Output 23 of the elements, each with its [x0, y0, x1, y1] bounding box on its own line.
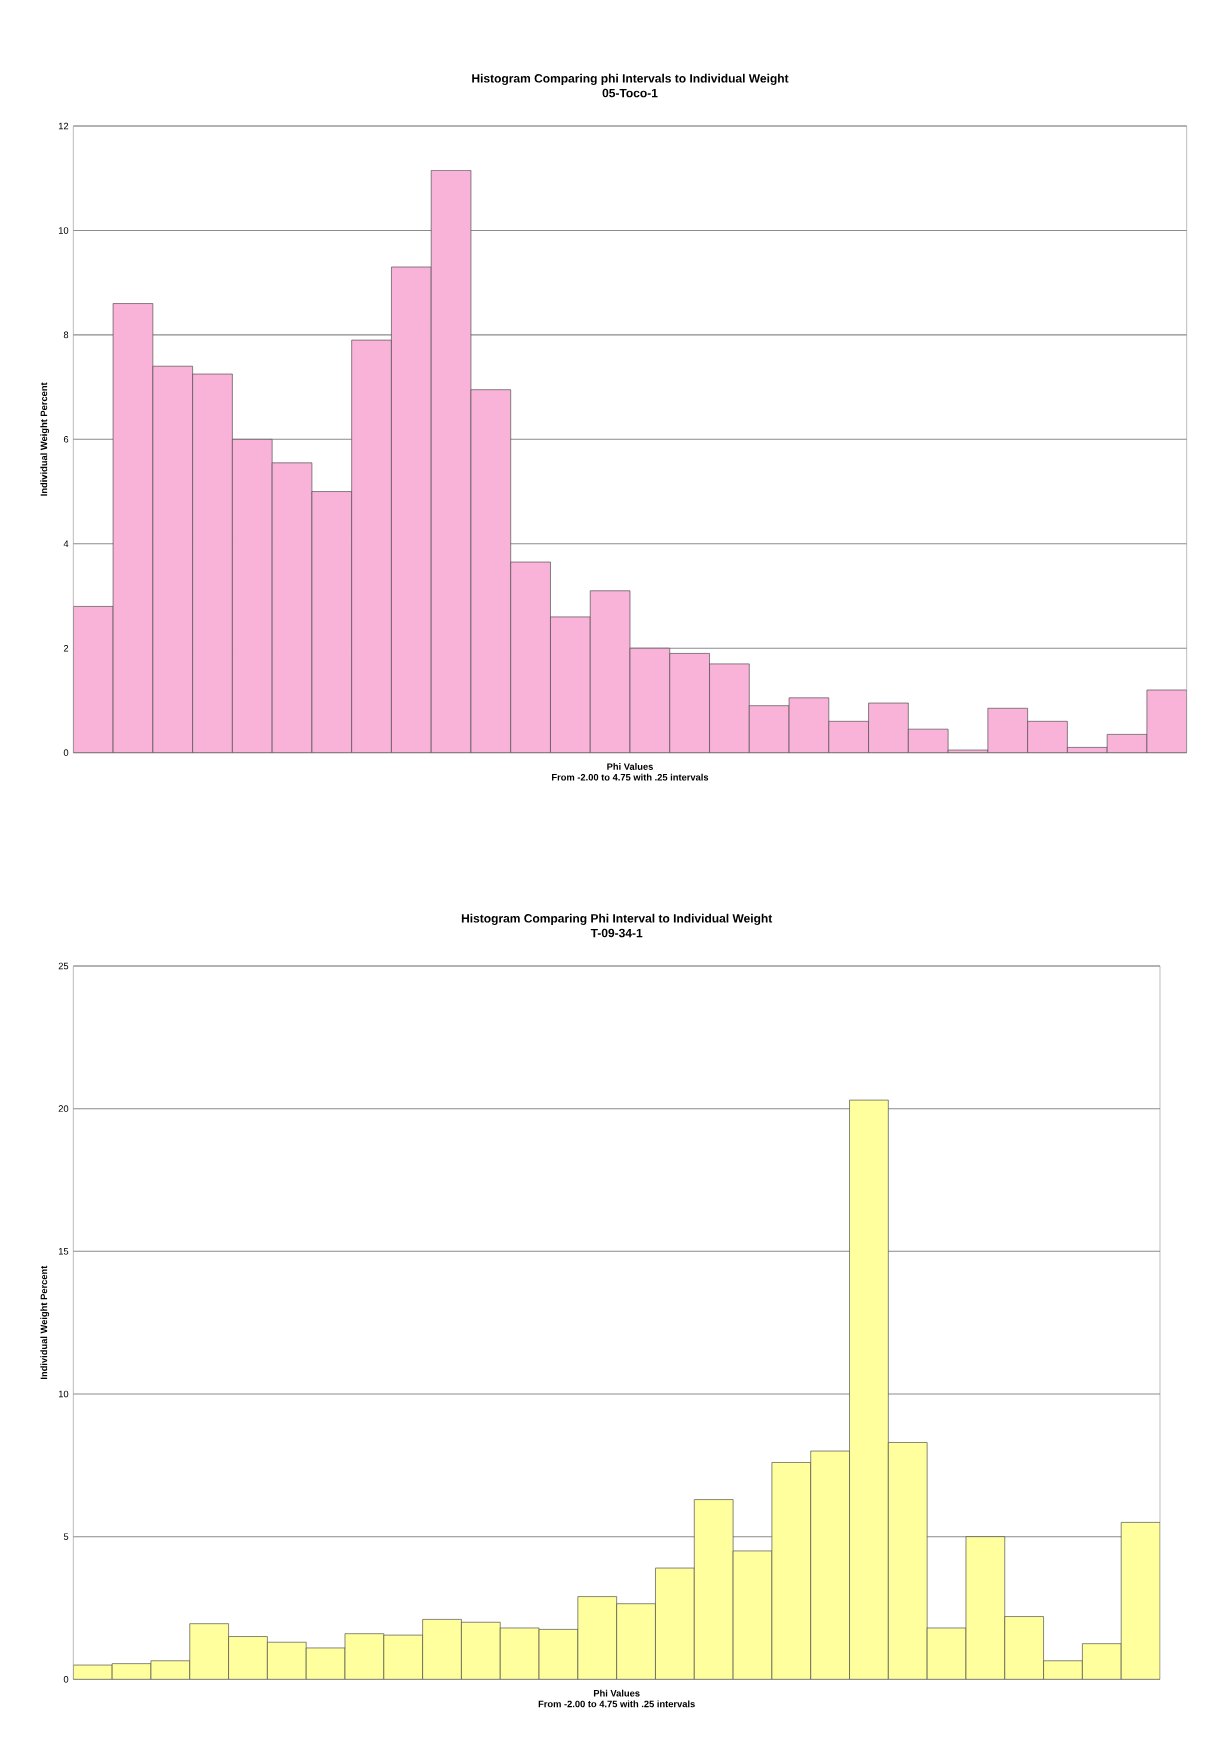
y-tick-label: 10	[58, 227, 69, 234]
y-tick-label: 25	[58, 962, 69, 970]
chart-subtitle: T-09-34-1	[590, 928, 643, 938]
x-axis-title: Phi Values	[607, 763, 653, 770]
y-axis-title: Individual Weight Percent	[40, 382, 50, 496]
y-tick-label: 20	[58, 1105, 69, 1112]
text: From -2.00 to 4.75 with .25 intervals	[538, 1700, 695, 1708]
y-tick-label: 12	[58, 122, 69, 130]
text: From -2.00 to 4.75 with .25 intervals	[552, 773, 709, 781]
chart-title: Histogram Comparing Phi Interval to Individual Weight	[461, 913, 773, 926]
y-tick-label: 2	[63, 644, 69, 652]
chart-subtitle: 05-Toco-1	[602, 88, 658, 98]
y-tick-label: 0	[63, 749, 69, 756]
x-axis-title: Phi Values	[593, 1689, 640, 1697]
chart-title: Histogram Comparing phi Intervals to Individual Weight	[472, 73, 789, 86]
y-tick-label: 15	[58, 1248, 69, 1255]
y-tick-label: 6	[63, 436, 69, 443]
y-tick-label: 4	[63, 540, 69, 547]
y-axis-title: Individual Weight Percent	[40, 1265, 50, 1379]
y-tick-label: 5	[63, 1533, 69, 1540]
y-tick-label: 10	[58, 1390, 69, 1398]
y-tick-label: 8	[63, 331, 69, 339]
y-tick-label: 0	[63, 1676, 69, 1683]
